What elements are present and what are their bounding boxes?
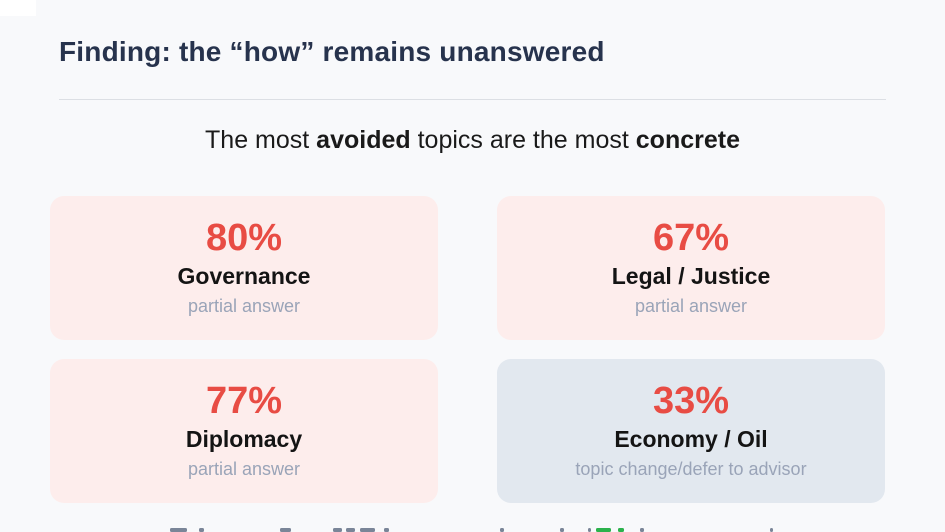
footer-text-fragment (596, 528, 611, 532)
stat-note: partial answer (634, 296, 748, 317)
footer-text-fragment (500, 528, 504, 532)
slide-title: Finding: the “how” remains unanswered (59, 36, 605, 67)
stat-card-diplomacy: 77% Diplomacy partial answer (50, 359, 438, 503)
stat-note: partial answer (187, 459, 301, 480)
stat-card-economy-oil: 33% Economy / Oil topic change/defer to … (497, 359, 885, 503)
stat-topic: Economy / Oil (614, 425, 768, 452)
stat-value: 33% (652, 380, 730, 422)
subtitle-emphasis-concrete: concrete (635, 126, 740, 154)
footer-text-fragment (346, 528, 355, 532)
subtitle-text: topics are the most (410, 126, 636, 154)
clipped-footer-caption (0, 528, 945, 532)
footer-text-fragment (280, 528, 291, 532)
corner-artifact (0, 0, 36, 16)
footer-text-fragment (640, 528, 644, 532)
stat-value: 77% (205, 380, 283, 422)
stat-topic: Diplomacy (185, 425, 303, 452)
title-divider (59, 99, 886, 100)
subtitle-emphasis-avoided: avoided (316, 126, 411, 154)
stat-value: 80% (205, 217, 283, 259)
stat-note: partial answer (187, 296, 301, 317)
subtitle-text: The most (205, 126, 317, 154)
footer-text-fragment (170, 528, 187, 532)
footer-text-fragment (770, 528, 773, 532)
footer-text-fragment (360, 528, 375, 532)
slide-subtitle: The most avoided topics are the most con… (0, 126, 945, 155)
footer-text-fragment (333, 528, 342, 532)
stat-card-grid: 80% Governance partial answer 67% Legal … (50, 196, 885, 503)
footer-text-fragment (560, 528, 564, 532)
footer-text-fragment (588, 528, 591, 532)
stat-value: 67% (652, 217, 730, 259)
footer-text-fragment (199, 528, 204, 532)
footer-text-fragment (618, 528, 624, 532)
stat-note: topic change/defer to advisor (575, 459, 807, 480)
stat-card-legal-justice: 67% Legal / Justice partial answer (497, 196, 885, 340)
stat-topic: Legal / Justice (611, 262, 771, 289)
stat-card-governance: 80% Governance partial answer (50, 196, 438, 340)
footer-text-fragment (384, 528, 389, 532)
stat-topic: Governance (177, 262, 311, 289)
